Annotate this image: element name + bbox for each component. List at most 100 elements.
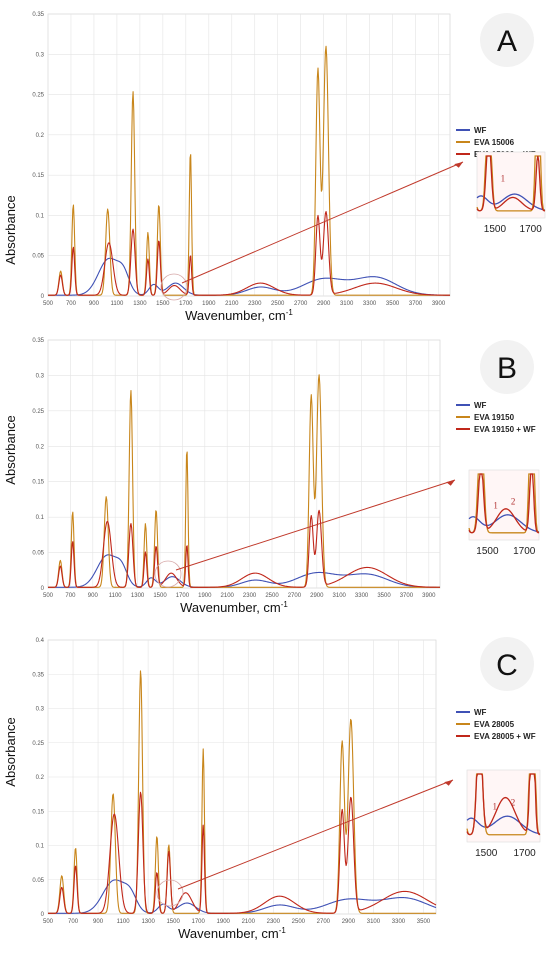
x-tick-label: 2700	[294, 301, 308, 307]
legend-entry: EVA 28005	[474, 720, 515, 729]
legend-entry: WF	[474, 401, 487, 410]
inset-band-label: 2	[511, 497, 516, 507]
x-tick-label: 2900	[342, 919, 356, 925]
y-tick-label: 0.05	[32, 878, 44, 884]
panel-letter-circle	[480, 340, 534, 394]
y-tick-label: 0	[41, 294, 45, 300]
x-tick-label: 2100	[242, 919, 256, 925]
zoom-inset: 1500 1700 1	[476, 151, 546, 235]
x-tick-label: 500	[43, 593, 54, 599]
y-tick-label: 0	[41, 586, 45, 592]
y-tick-label: 0.2	[36, 444, 45, 450]
inset-x-tick-label: 1700	[513, 546, 536, 557]
inset-band-label: 1	[501, 174, 506, 184]
x-tick-label: 1500	[153, 593, 167, 599]
series-line-wf	[48, 554, 440, 588]
zoom-arrow	[177, 779, 454, 890]
x-tick-label: 2500	[271, 301, 285, 307]
x-tick-label: 1900	[198, 593, 212, 599]
legend-entry: WF	[474, 126, 487, 135]
x-axis-label-superscript: -1	[281, 600, 289, 609]
y-tick-label: 0.15	[32, 173, 44, 179]
x-tick-label: 1900	[202, 301, 216, 307]
series-line-eva-15006-wf	[48, 210, 451, 296]
x-tick-label: 3700	[400, 593, 414, 599]
panel-letter: C	[496, 649, 518, 682]
x-tick-label: 500	[43, 301, 54, 307]
panel-letter-circle	[480, 637, 534, 691]
x-tick-label: 1100	[110, 301, 124, 307]
panel-A: 0 0.05 0.1 0.15 0.2 0.25 0.3 0.35 500 700 900 1100 1…	[3, 12, 546, 323]
panel-letter: A	[497, 25, 517, 58]
inset-band-label: 2	[511, 798, 516, 808]
x-tick-label: 3100	[367, 919, 381, 925]
x-tick-label: 3700	[409, 301, 423, 307]
x-tick-label: 1900	[217, 919, 231, 925]
x-tick-label: 3900	[422, 593, 436, 599]
x-axis-label-text: Wavenumber, cm	[180, 600, 281, 615]
y-tick-label: 0.35	[32, 672, 44, 678]
series-line-eva-28005-wf	[48, 791, 437, 914]
series-line-wf	[48, 257, 451, 296]
y-axis-label: Absorbance	[3, 195, 18, 264]
y-tick-label: 0.25	[32, 741, 44, 747]
panel-B: 0 0.05 0.1 0.15 0.2 0.25 0.3 0.35 500 700 900 1100 1…	[3, 338, 540, 615]
y-tick-label: 0.1	[36, 844, 45, 850]
y-axis-label: Absorbance	[3, 717, 18, 786]
y-tick-label: 0	[41, 912, 45, 918]
zoom-inset: 1500 1700 1 2	[468, 469, 540, 557]
x-axis-label: Wavenumber, cm-1	[178, 926, 286, 941]
x-tick-label: 900	[93, 919, 104, 925]
y-tick-label: 0.05	[32, 254, 44, 260]
y-tick-label: 0.2	[36, 775, 45, 781]
x-tick-label: 500	[43, 919, 54, 925]
x-tick-label: 2900	[317, 301, 331, 307]
zoom-region-circle	[156, 879, 184, 907]
x-tick-label: 700	[68, 919, 79, 925]
zoom-arrow	[181, 161, 464, 284]
series-line-eva-19150	[48, 374, 440, 588]
x-tick-label: 2100	[225, 301, 239, 307]
zoom-region-circle	[154, 560, 182, 588]
x-tick-label: 3500	[386, 301, 400, 307]
x-tick-label: 2100	[221, 593, 235, 599]
inset-series-line	[476, 155, 546, 212]
series-line-eva-15006	[48, 45, 450, 296]
y-tick-label: 0.25	[32, 93, 44, 99]
y-tick-label: 0.2	[36, 133, 45, 139]
x-tick-label: 2900	[310, 593, 324, 599]
inset-series-line	[468, 473, 540, 534]
x-tick-label: 3900	[432, 301, 446, 307]
plot-frame	[47, 339, 441, 589]
x-tick-label: 2300	[267, 919, 281, 925]
x-tick-label: 1300	[133, 301, 147, 307]
x-tick-label: 1300	[131, 593, 145, 599]
zoom-arrow-head	[444, 780, 453, 786]
x-tick-label: 2500	[292, 919, 306, 925]
x-tick-label: 3500	[377, 593, 391, 599]
y-tick-label: 0.3	[36, 373, 45, 379]
y-tick-label: 0.35	[32, 338, 44, 344]
x-tick-label: 1700	[179, 301, 193, 307]
inset-x-tick-label: 1500	[484, 224, 507, 235]
x-tick-label: 700	[65, 593, 76, 599]
legend-entry: EVA 15006	[474, 138, 515, 147]
zoom-arrow-head	[446, 480, 455, 486]
zoom-arrow-head	[454, 162, 463, 168]
x-tick-label: 3100	[340, 301, 354, 307]
y-tick-label: 0.05	[32, 551, 44, 557]
legend-entry: EVA 19150	[474, 413, 515, 422]
x-tick-label: 2700	[317, 919, 331, 925]
x-tick-label: 1700	[176, 593, 190, 599]
x-tick-label: 3300	[355, 593, 369, 599]
legend-entry: EVA 19150 + WF	[474, 425, 536, 434]
y-tick-label: 0.3	[36, 707, 45, 713]
y-tick-label: 0.3	[36, 52, 45, 58]
x-tick-label: 3300	[363, 301, 377, 307]
x-tick-label: 2500	[265, 593, 279, 599]
x-axis-label-superscript: -1	[286, 308, 294, 317]
y-axis-label: Absorbance	[3, 415, 18, 484]
x-tick-label: 3300	[392, 919, 406, 925]
x-tick-label: 900	[89, 301, 100, 307]
y-tick-label: 0.35	[32, 12, 44, 18]
